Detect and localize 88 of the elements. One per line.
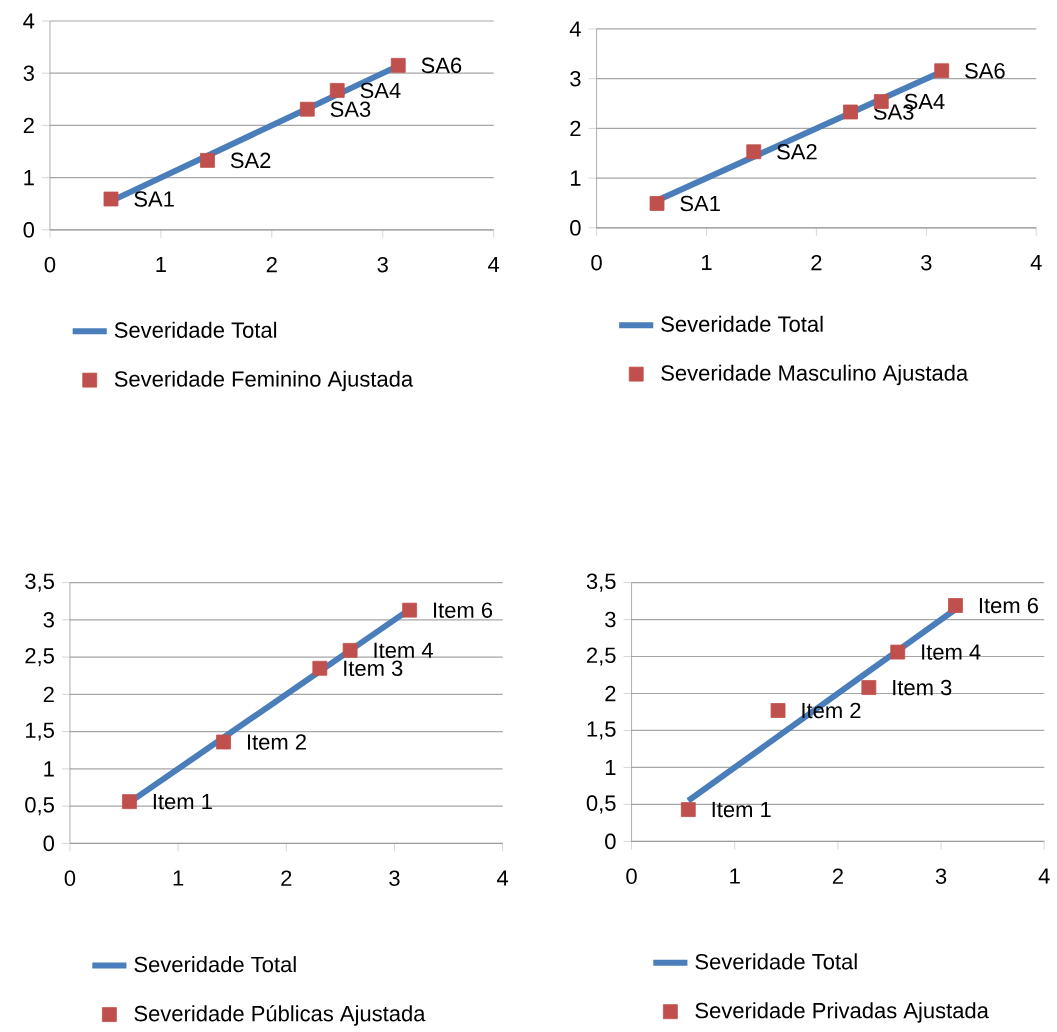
y-tick-label: 2 — [23, 117, 34, 133]
y-tick-label: 3 — [605, 611, 616, 628]
point — [329, 82, 345, 98]
x-tick-label: 1 — [702, 254, 712, 270]
x-tick-label: 2 — [266, 256, 277, 273]
point — [890, 644, 906, 660]
y-tick-label: 4 — [23, 13, 35, 29]
x-tick-label: 2 — [281, 870, 292, 886]
x-tick-label: 4 — [1038, 868, 1050, 884]
x-tick-label: 3 — [377, 256, 388, 273]
y-tick-label: 1,5 — [26, 722, 54, 741]
point — [103, 191, 119, 207]
y-tick-label: 1 — [605, 759, 616, 775]
x-tick-label: 4 — [1030, 254, 1042, 270]
y-tick-label: 4 — [569, 21, 581, 37]
y-tick-label: 1 — [570, 170, 581, 186]
y-tick-label: 1 — [24, 169, 34, 186]
x-tick-label: 1 — [156, 256, 166, 272]
annotation: Item 4 — [374, 642, 433, 658]
point — [122, 794, 137, 809]
annotation: SA4 — [360, 82, 401, 99]
x-tick-label: 0 — [64, 870, 76, 886]
y-tick-label: 0,5 — [586, 795, 616, 814]
annotation: Item 2 — [247, 734, 306, 750]
legend-label: Severidade Masculino Ajustada — [661, 364, 969, 386]
point — [948, 598, 963, 613]
y-tick-label: 3,5 — [25, 573, 54, 592]
annotation: SA1 — [134, 191, 174, 207]
y-tick-label: 1,5 — [587, 721, 616, 740]
x-tick-label: 0 — [626, 868, 637, 884]
annotation: SA6 — [965, 62, 1005, 79]
y-tick-label: 1 — [44, 761, 54, 777]
legend-label: Severidade Total — [661, 315, 823, 332]
y-tick-label: 2,5 — [587, 647, 616, 666]
point — [216, 734, 231, 750]
y-tick-label: 3,5 — [586, 573, 616, 592]
x-tick-label: 2 — [832, 868, 843, 884]
y-tick-label: 0 — [605, 833, 616, 850]
annotation: Item 3 — [344, 660, 403, 676]
y-tick-label: 3 — [43, 611, 54, 628]
point — [390, 57, 406, 73]
annotation: Item 6 — [434, 602, 493, 618]
x-tick-label: 4 — [488, 256, 500, 272]
annotation: Item 1 — [712, 801, 771, 818]
x-tick-label: 2 — [811, 254, 822, 271]
legend-label: Severidade Privadas Ajustada — [695, 1002, 989, 1023]
annotation: Item 1 — [153, 793, 212, 810]
annotation: Item 3 — [893, 679, 952, 696]
x-tick-label: 4 — [497, 870, 509, 886]
y-tick-label: 2 — [570, 120, 581, 136]
y-tick-label: 0 — [570, 219, 581, 236]
point — [342, 642, 358, 658]
legend-label: Severidade Total — [114, 321, 277, 338]
y-tick-label: 3 — [570, 70, 581, 87]
y-tick-label: 0,5 — [25, 796, 54, 816]
point — [746, 144, 762, 160]
x-tick-label: 1 — [730, 868, 740, 884]
x-tick-label: 3 — [935, 868, 947, 884]
annotation: SA1 — [680, 195, 720, 212]
legend-label: Severidade Feminino Ajustada — [114, 370, 414, 392]
annotation: Item 4 — [922, 644, 981, 660]
point — [934, 63, 950, 79]
point — [299, 101, 315, 117]
legend-label: Severidade Total — [695, 953, 857, 970]
x-tick-label: 3 — [921, 254, 932, 271]
legend-label: Severidade Total — [134, 956, 296, 973]
annotation: SA2 — [230, 152, 271, 169]
y-tick-label: 3 — [23, 65, 34, 81]
point — [649, 195, 665, 211]
point — [200, 152, 215, 168]
annotation: SA3 — [330, 101, 371, 117]
x-tick-label: 1 — [173, 870, 184, 886]
y-tick-label: 2,5 — [25, 647, 54, 667]
point — [843, 104, 858, 120]
point — [680, 802, 696, 817]
point — [402, 602, 418, 618]
annotation: SA6 — [421, 57, 462, 74]
point — [861, 680, 877, 695]
annotation: SA2 — [777, 143, 817, 160]
x-tick-label: 3 — [389, 870, 400, 886]
point — [770, 703, 786, 718]
y-tick-label: 0 — [23, 221, 35, 238]
y-tick-label: 0 — [43, 835, 55, 852]
legend-label: Severidade Públicas Ajustada — [134, 1004, 426, 1026]
y-tick-label: 2 — [43, 686, 54, 702]
y-tick-label: 2 — [605, 685, 616, 702]
point — [312, 660, 328, 676]
annotation: Item 6 — [979, 597, 1038, 614]
